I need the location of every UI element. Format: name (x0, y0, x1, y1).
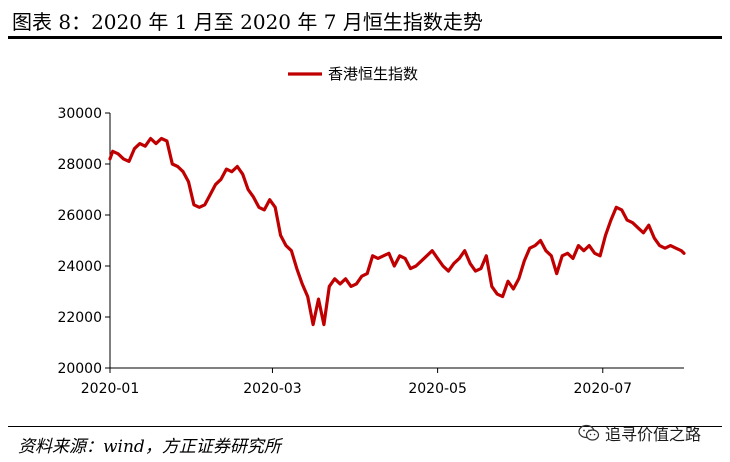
legend-label-hsi: 香港恒生指数 (328, 65, 418, 83)
legend: 香港恒生指数 (288, 65, 418, 83)
figure-title: 图表 8：2020 年 1 月至 2020 年 7 月恒生指数走势 (12, 10, 483, 34)
y-tick-label: 24000 (57, 259, 102, 275)
source-rule (8, 426, 722, 427)
series-line-hsi (108, 136, 686, 327)
watermark: 追寻价值之路 (578, 421, 701, 445)
y-tick-label: 20000 (57, 361, 102, 377)
title-rule (8, 36, 722, 39)
wechat-icon (578, 424, 600, 441)
y-tick-label: 28000 (57, 157, 102, 173)
y-axis-ticks: 20000 22000 24000 26000 28000 30000 (57, 106, 110, 377)
source-note: 资料来源：wind，方正证券研究所 (18, 437, 281, 457)
y-tick-label: 30000 (57, 106, 102, 122)
x-tick-label: 2020-07 (574, 381, 633, 397)
chart-axes (109, 113, 684, 369)
x-axis-ticks: 2020-01 2020-03 2020-05 2020-07 (81, 368, 632, 397)
series-layer (108, 136, 686, 327)
y-tick-label: 22000 (57, 310, 102, 326)
y-tick-label: 26000 (57, 208, 102, 224)
x-tick-label: 2020-01 (81, 381, 140, 397)
x-tick-label: 2020-03 (243, 381, 302, 397)
x-tick-label: 2020-05 (408, 381, 467, 397)
watermark-text: 追寻价值之路 (605, 425, 702, 444)
